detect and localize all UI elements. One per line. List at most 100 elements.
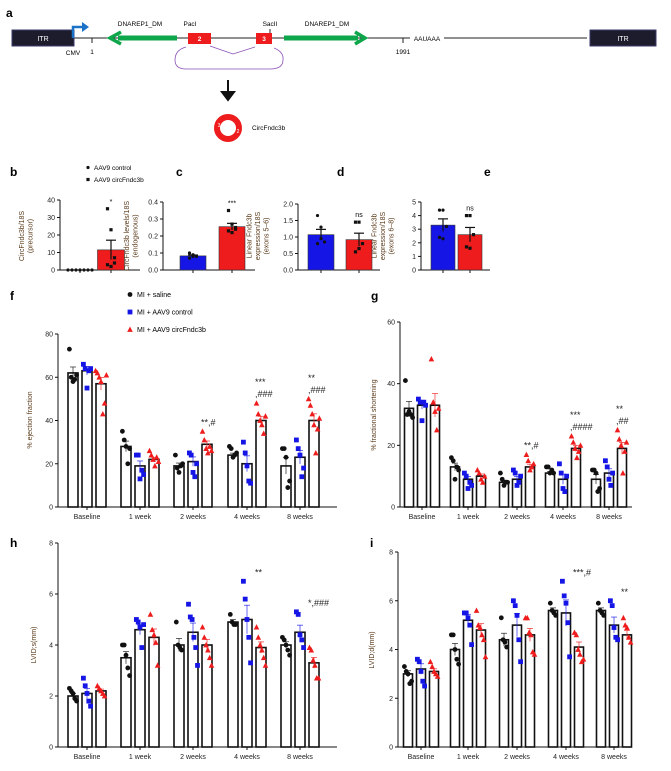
- data-point: [516, 637, 522, 643]
- x-tick-label: 1 week: [457, 514, 480, 521]
- data-point: [471, 233, 476, 237]
- bar: [179, 255, 207, 271]
- y-tick-label: 0: [51, 268, 55, 275]
- data-point: [464, 245, 469, 249]
- y-tick-label: 0.3: [148, 217, 158, 224]
- data-point: [127, 673, 132, 678]
- data-point: [100, 411, 106, 417]
- chart-h: h 0 2 4 6 8 LVID;s(mm) Baseline 1 week 2 weeks 4 w…: [10, 536, 337, 761]
- data-point: [88, 703, 93, 709]
- data-point: [524, 614, 531, 621]
- data-point: [190, 470, 196, 475]
- y-axis-label-line: LVID;d(mm): [369, 631, 376, 668]
- data-point: [505, 479, 510, 485]
- bar: [67, 695, 79, 748]
- data-point: [187, 256, 192, 260]
- data-point: [316, 415, 323, 421]
- significance-label: ***: [228, 201, 236, 208]
- panel-a: a ITR ITR CMV 1 DNAREP1_DM 2 PacI 3 SacI…: [6, 6, 657, 142]
- y-tick-label: 4: [412, 213, 416, 220]
- y-axis-label-line: (endogenous): [132, 214, 139, 257]
- data-point: [523, 451, 530, 457]
- data-point: [415, 656, 420, 662]
- x-tick-label: 2 weeks: [180, 754, 206, 761]
- y-axis-label: LVID;s(mm): [31, 627, 38, 664]
- bar: [280, 644, 292, 748]
- data-point: [564, 473, 569, 479]
- data-point: [203, 642, 209, 648]
- data-point: [530, 460, 537, 467]
- data-point: [606, 476, 612, 482]
- data-point: [208, 662, 215, 668]
- data-point: [191, 634, 197, 640]
- data-point: [233, 227, 238, 231]
- bar: [430, 224, 456, 271]
- data-point: [560, 486, 566, 491]
- data-point: [148, 452, 155, 458]
- data-point: [477, 624, 483, 630]
- promoter-label: CMV: [66, 50, 81, 57]
- data-point: [572, 445, 578, 451]
- data-point: [428, 356, 435, 362]
- y-tick-label: 1.5: [283, 218, 293, 225]
- data-point: [615, 637, 620, 643]
- data-point: [139, 645, 145, 650]
- data-point: [125, 665, 131, 671]
- data-point: [206, 443, 213, 449]
- data-point: [205, 449, 211, 456]
- legend-label: AAV9 circFndc3b: [94, 177, 144, 184]
- bar: [148, 636, 160, 748]
- data-point: [435, 405, 442, 411]
- data-point: [627, 639, 634, 645]
- y-axis-label: CircFndc3b/18S (precursor): [19, 211, 35, 262]
- data-point: [82, 683, 88, 689]
- data-point: [525, 457, 531, 464]
- data-point: [577, 442, 584, 448]
- data-point: [557, 461, 562, 467]
- y-axis-label-line: expression/18S: [255, 212, 262, 261]
- data-point: [604, 464, 610, 470]
- data-point: [301, 465, 306, 471]
- data-point: [429, 663, 435, 669]
- data-point: [575, 448, 582, 454]
- data-point: [575, 646, 581, 652]
- data-point: [626, 634, 632, 640]
- panel-label-b: b: [10, 165, 17, 179]
- x-tick-label: 2 weeks: [504, 514, 530, 521]
- flank-left-label: DNAREP1_DM: [118, 21, 162, 28]
- data-point: [81, 675, 86, 681]
- data-point: [146, 447, 153, 454]
- data-point: [155, 458, 162, 464]
- data-point: [464, 214, 469, 218]
- data-point: [259, 421, 265, 428]
- data-point: [574, 454, 580, 461]
- y-tick-label: 30: [47, 215, 55, 222]
- data-point: [608, 598, 613, 604]
- exon-2-box: [188, 33, 211, 44]
- y-axis-label-line: (precursor): [27, 219, 34, 253]
- data-point: [620, 470, 626, 476]
- data-point: [230, 222, 234, 226]
- data-point: [299, 637, 305, 643]
- y-tick-label: 5: [412, 200, 416, 207]
- legend-f: MI + saline MI + AAV9 control MI + AAV9 ci…: [127, 292, 206, 334]
- site-right-label: SacII: [263, 21, 278, 28]
- flank-left-arrowhead: [106, 30, 122, 46]
- y-axis-label-line: (exons 6–8): [389, 218, 396, 255]
- y-tick-label: 0: [49, 745, 53, 752]
- data-point: [205, 647, 211, 653]
- data-point: [577, 651, 583, 657]
- y-tick-label: 4: [389, 647, 393, 654]
- data-point: [479, 631, 485, 638]
- y-tick-label: 2: [49, 694, 53, 701]
- bar: [201, 644, 213, 748]
- data-point: [109, 228, 113, 232]
- data-point: [199, 624, 206, 630]
- data-point: [502, 639, 508, 645]
- y-tick-label: 40: [387, 381, 395, 388]
- data-point: [441, 208, 445, 212]
- data-point: [139, 467, 145, 473]
- data-point: [427, 658, 434, 665]
- data-point: [616, 436, 623, 442]
- data-point: [610, 470, 615, 476]
